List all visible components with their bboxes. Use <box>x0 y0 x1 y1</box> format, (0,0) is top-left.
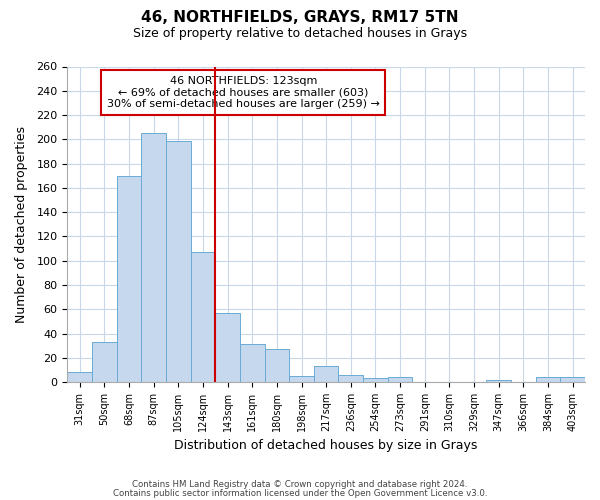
Bar <box>363 378 388 382</box>
Text: 46, NORTHFIELDS, GRAYS, RM17 5TN: 46, NORTHFIELDS, GRAYS, RM17 5TN <box>141 10 459 25</box>
Bar <box>92 342 116 382</box>
Text: Contains public sector information licensed under the Open Government Licence v3: Contains public sector information licen… <box>113 488 487 498</box>
Bar <box>338 375 363 382</box>
Bar <box>116 176 141 382</box>
Bar <box>166 140 191 382</box>
Text: 46 NORTHFIELDS: 123sqm
← 69% of detached houses are smaller (603)
30% of semi-de: 46 NORTHFIELDS: 123sqm ← 69% of detached… <box>107 76 380 109</box>
Bar <box>289 376 314 382</box>
Bar <box>215 313 240 382</box>
Bar <box>265 350 289 382</box>
Text: Size of property relative to detached houses in Grays: Size of property relative to detached ho… <box>133 28 467 40</box>
Bar <box>536 377 560 382</box>
Bar <box>191 252 215 382</box>
Bar <box>240 344 265 382</box>
Text: Contains HM Land Registry data © Crown copyright and database right 2024.: Contains HM Land Registry data © Crown c… <box>132 480 468 489</box>
Bar <box>314 366 338 382</box>
X-axis label: Distribution of detached houses by size in Grays: Distribution of detached houses by size … <box>175 440 478 452</box>
Bar <box>487 380 511 382</box>
Bar <box>560 377 585 382</box>
Y-axis label: Number of detached properties: Number of detached properties <box>15 126 28 323</box>
Bar <box>67 372 92 382</box>
Bar <box>388 377 412 382</box>
Bar <box>141 134 166 382</box>
